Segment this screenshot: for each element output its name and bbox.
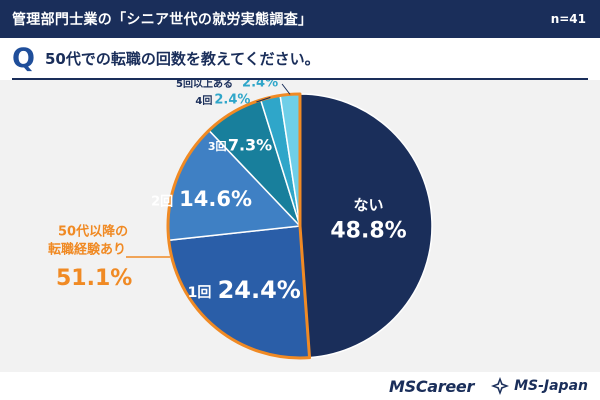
slice-label-2: 1回 bbox=[188, 285, 212, 301]
sample-size: n=41 bbox=[550, 12, 586, 26]
leader-line-6 bbox=[281, 83, 291, 95]
header-bar: 管理部門士業の「シニア世代の就労実態調査」 n=41 bbox=[0, 0, 600, 38]
leader-line-5 bbox=[256, 96, 271, 103]
survey-title: 管理部門士業の「シニア世代の就労実態調査」 bbox=[12, 12, 313, 28]
slice-label-6: 5回以上ある bbox=[176, 80, 233, 90]
slice-value-6: 2.4% bbox=[242, 80, 278, 91]
msjapan-logo-text: MS-Japan bbox=[514, 378, 588, 394]
question-text: 50代での転職の回数を教えてください。 bbox=[44, 49, 320, 68]
mscareer-logo: MSCareer bbox=[389, 376, 475, 396]
slice-label-4: 3回 bbox=[208, 139, 227, 153]
slice-label-3: 2回 bbox=[151, 194, 173, 209]
slice-value-2: 24.4% bbox=[218, 276, 301, 304]
slice-value-1: 48.8% bbox=[330, 218, 406, 243]
slice-label-1: ない bbox=[354, 196, 384, 214]
group-value: 51.1% bbox=[56, 266, 132, 291]
slice-value-4: 7.3% bbox=[228, 136, 272, 155]
slice-value-5: 2.4% bbox=[214, 93, 250, 108]
pie-slice-1 bbox=[299, 93, 433, 359]
divider bbox=[12, 78, 588, 80]
msjapan-star-icon bbox=[491, 377, 510, 395]
group-label-line1: 50代以降の bbox=[58, 224, 128, 240]
slice-value-3: 14.6% bbox=[179, 187, 252, 211]
question-row: Q 50代での転職の回数を教えてください。 bbox=[12, 40, 320, 76]
group-label-line2: 転職経験あり bbox=[48, 242, 126, 258]
group-outline bbox=[166, 92, 312, 360]
question-mark-q: Q bbox=[12, 42, 35, 74]
footer-logos: MSCareer MS-Japan bbox=[0, 372, 600, 400]
msjapan-logo: MS-Japan bbox=[490, 376, 588, 396]
slice-label-5: 4回 bbox=[195, 95, 212, 107]
